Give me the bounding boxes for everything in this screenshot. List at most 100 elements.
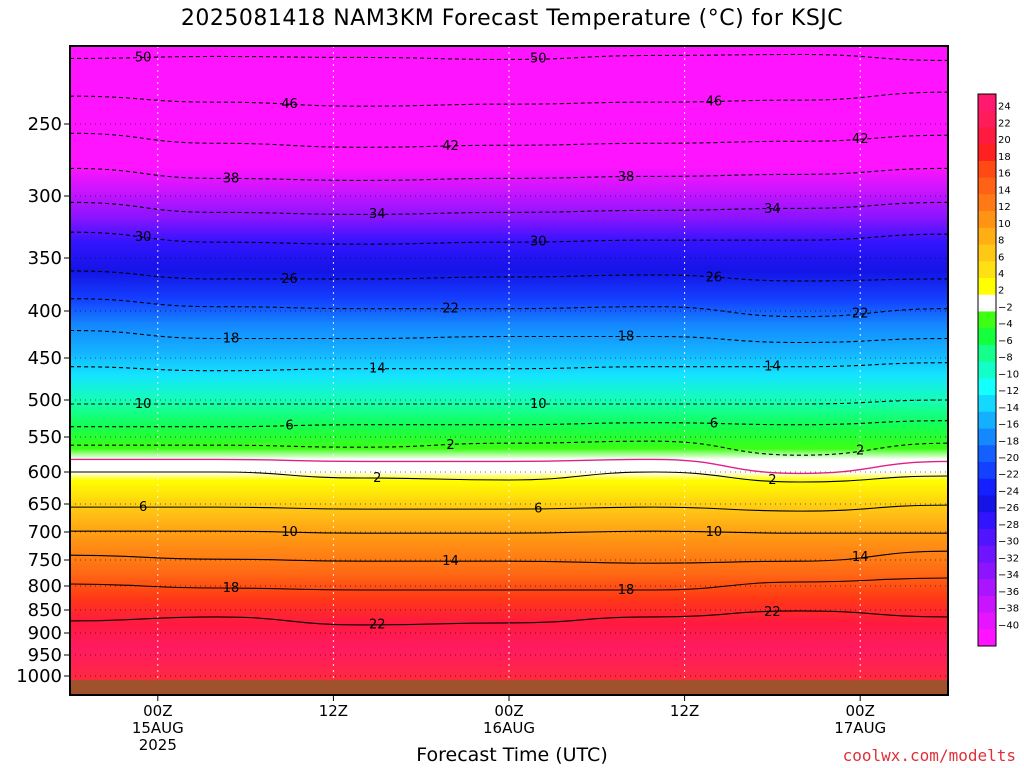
colorbar-swatch	[978, 411, 996, 430]
x-tick-label: 12Z	[319, 702, 348, 720]
colorbar-swatch	[978, 445, 996, 463]
grid-lines	[70, 46, 948, 680]
colorbar-swatch	[978, 94, 996, 112]
y-tick-label: 900	[28, 623, 62, 644]
colorbar-label: −26	[998, 503, 1019, 514]
isotherm-label: 10	[135, 397, 152, 412]
colorbar-label: −18	[998, 436, 1019, 447]
colorbar-swatch	[978, 261, 996, 279]
isotherm-lines	[69, 53, 949, 626]
isotherm-label: 2	[446, 438, 454, 453]
isotherm-label: 22	[764, 605, 781, 620]
x-tick-label: 15AUG	[132, 719, 184, 737]
isotherm-label: 38	[223, 172, 240, 187]
isotherm-line	[69, 91, 949, 107]
colorbar-swatch	[978, 278, 996, 296]
isotherm-line	[69, 201, 949, 215]
colorbar-label: −22	[998, 470, 1019, 481]
x-tick-label: 12Z	[670, 702, 699, 720]
colorbar-label: 22	[998, 118, 1011, 129]
y-tick-label: 600	[28, 462, 62, 483]
colorbar-label: −36	[998, 587, 1019, 598]
isotherm-label: 10	[530, 397, 547, 412]
temperature-field	[70, 46, 948, 680]
isotherm-label: 22	[852, 306, 869, 321]
y-tick-label: 300	[28, 186, 62, 207]
colorbar-label: −38	[998, 604, 1019, 615]
isotherm-label: 34	[764, 202, 781, 217]
credit-link[interactable]: coolwx.com/modelts	[842, 746, 1016, 765]
y-tick-label: 400	[28, 301, 62, 322]
isotherm-line	[70, 471, 949, 483]
isotherm-label: 26	[706, 270, 723, 285]
isotherm-line	[69, 53, 949, 62]
isotherm-label: 18	[223, 332, 240, 347]
colorbar-label: −16	[998, 420, 1019, 431]
y-tick-label: 700	[28, 522, 62, 543]
colorbar-swatch	[978, 528, 996, 547]
ground-surface	[70, 680, 948, 695]
colorbar-swatch	[978, 127, 996, 145]
isotherm-label: 42	[852, 132, 869, 147]
colorbar-swatch	[978, 495, 996, 513]
x-tick-label: 00Z	[143, 702, 172, 720]
isotherm-label: 22	[442, 302, 459, 317]
colorbar: 24 22 20 18 16 14 12 10 8 6 4 2 −2 −4 −6 −8 −10 −12 −14 −16…	[977, 93, 1019, 647]
chart-title: 2025081418 NAM3KM Forecast Temperature (…	[180, 6, 844, 31]
colorbar-swatch	[978, 294, 996, 312]
isotherm-line	[69, 362, 949, 372]
isotherm-line	[69, 298, 949, 318]
colorbar-swatch	[978, 328, 996, 346]
colorbar-swatch	[978, 562, 996, 580]
isotherm-label: 42	[442, 139, 459, 154]
colorbar-label: −30	[998, 537, 1019, 548]
isotherm-label: 2	[373, 471, 381, 486]
colorbar-swatch	[978, 512, 996, 530]
isotherm-label: 38	[618, 170, 635, 185]
isotherm-line	[69, 270, 949, 282]
x-tick-label: 17AUG	[834, 719, 886, 737]
colorbar-label: −8	[998, 353, 1013, 364]
x-tick-label: 00Z	[846, 702, 875, 720]
isotherm-line	[69, 610, 949, 626]
isotherm-line	[69, 329, 949, 344]
isotherm-line	[70, 440, 949, 456]
colorbar-swatch	[978, 545, 996, 563]
isotherm-label: 30	[135, 230, 152, 245]
isotherm-label: 18	[618, 583, 635, 598]
y-tick-label: 850	[28, 600, 62, 621]
isotherm-label: 6	[710, 417, 718, 432]
y-tick-label: 550	[28, 427, 62, 448]
colorbar-label: −2	[998, 302, 1013, 313]
colorbar-swatch	[978, 428, 996, 446]
y-axis: 2503003504004505005506006507007508008509…	[16, 114, 70, 687]
colorbar-swatch	[978, 579, 996, 597]
y-tick-label: 800	[28, 576, 62, 597]
colorbar-label: −14	[998, 403, 1019, 414]
isotherm-label: 2	[768, 473, 776, 488]
y-tick-label: 650	[28, 494, 62, 515]
isotherm-line	[69, 231, 949, 245]
isotherm-label: 26	[281, 272, 298, 287]
y-tick-label: 1000	[16, 666, 62, 687]
colorbar-label: 24	[998, 102, 1011, 113]
colorbar-label: −28	[998, 520, 1019, 531]
isotherm-label: 30	[530, 235, 547, 250]
colorbar-label: −32	[998, 553, 1019, 564]
y-tick-label: 950	[28, 645, 62, 666]
colorbar-swatch	[978, 378, 996, 396]
isotherm-label: 6	[285, 419, 293, 434]
x-tick-label: 16AUG	[483, 719, 535, 737]
colorbar-swatch	[978, 177, 996, 195]
isotherm-label: 34	[369, 207, 386, 222]
colorbar-label: 18	[998, 152, 1011, 163]
y-tick-label: 750	[28, 550, 62, 571]
colorbar-swatch	[978, 244, 996, 262]
isotherm-line	[69, 167, 949, 181]
isotherm-label: 14	[369, 362, 386, 377]
colorbar-label: 10	[998, 219, 1011, 230]
isotherm-label: 18	[618, 330, 635, 345]
colorbar-swatch	[978, 478, 996, 496]
x-tick-label: 2025	[139, 736, 177, 754]
